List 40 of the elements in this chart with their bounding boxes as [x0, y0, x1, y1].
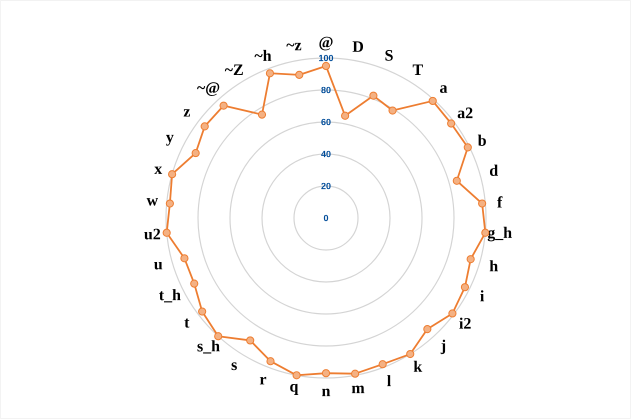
spoke-label: j [440, 340, 446, 354]
y-tick-label: 20 [321, 182, 331, 190]
spoke-label: @ [319, 36, 333, 50]
y-tick-label: 100 [319, 54, 334, 62]
spoke-label: d [490, 164, 498, 176]
spoke-label: a2 [458, 108, 472, 118]
spoke-label: u [154, 262, 162, 270]
spoke-label: ~Z [224, 64, 243, 75]
spoke-label: ~z [286, 42, 302, 50]
spoke-label: s [232, 362, 237, 370]
spoke-label: h [490, 260, 498, 272]
spoke-label: u2 [144, 228, 160, 240]
spoke-label: m [352, 386, 364, 394]
spoke-label: w [146, 198, 158, 206]
spoke-label: x [154, 166, 162, 174]
spoke-label: ~@ [197, 82, 220, 96]
spoke-label: i2 [459, 318, 471, 329]
y-tick-label: 60 [321, 118, 331, 126]
spoke-label: T [412, 64, 423, 75]
y-tick-label: 40 [321, 150, 331, 158]
spoke-label: i [480, 290, 484, 302]
spoke-label: r [260, 376, 266, 384]
spoke-label: D [352, 41, 364, 52]
y-tick-label: 80 [321, 86, 331, 94]
spoke-label: t_h [159, 289, 181, 302]
spoke-label: l [387, 375, 391, 386]
y-tick-label: 0 [324, 214, 328, 222]
spoke-label: z [184, 109, 190, 117]
spoke-label: q [290, 384, 298, 395]
spoke-label: n [322, 388, 330, 396]
spoke-label: b [478, 134, 486, 146]
spoke-label: S [385, 50, 393, 61]
spoke-label: f [497, 196, 502, 208]
spoke-label: s_h [197, 340, 220, 354]
spoke-label: ~h [254, 50, 272, 61]
spoke-label: t [184, 318, 190, 328]
spoke-label: y [166, 134, 174, 146]
spoke-label: k [414, 360, 422, 372]
spoke-label: g_h [488, 226, 512, 242]
spoke-label: a [440, 85, 448, 93]
